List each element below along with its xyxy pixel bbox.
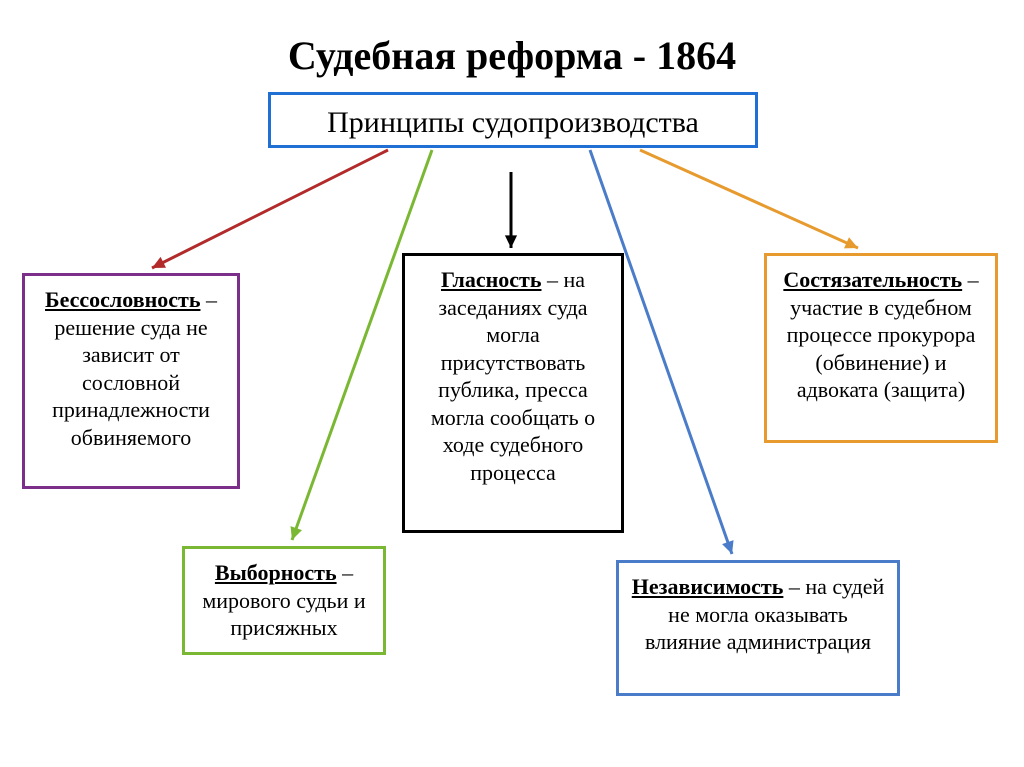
arrow-line-0	[152, 150, 388, 268]
arrow-head-1	[291, 526, 302, 540]
child-node-sostyazatelnost: Состязательность – участие в судебном пр…	[764, 253, 998, 443]
diagram-title: Судебная реформа - 1864	[0, 32, 1024, 79]
arrow-head-4	[844, 237, 858, 248]
child-node-vybornost: Выборность – мирового судьи и присяжных	[182, 546, 386, 655]
child-body-glasnost: – на заседаниях суда могла присутствоват…	[431, 267, 595, 485]
child-term-bessoslovnost: Бессословность	[45, 287, 200, 312]
child-term-vybornost: Выборность	[215, 560, 337, 585]
child-term-sostyazatelnost: Состязательность	[783, 267, 962, 292]
arrow-head-3	[722, 540, 733, 554]
child-node-glasnost: Гласность – на заседаниях суда могла при…	[402, 253, 624, 533]
child-term-nezavisimost: Независимость	[632, 574, 784, 599]
arrow-line-4	[640, 150, 858, 248]
root-node: Принципы судопроизводства	[268, 92, 758, 148]
child-node-bessoslovnost: Бессословность – решение суда не зависит…	[22, 273, 240, 489]
arrow-head-0	[152, 257, 166, 268]
child-node-nezavisimost: Независимость – на судей не могла оказыв…	[616, 560, 900, 696]
arrow-head-2	[505, 235, 517, 248]
child-term-glasnost: Гласность	[441, 267, 542, 292]
